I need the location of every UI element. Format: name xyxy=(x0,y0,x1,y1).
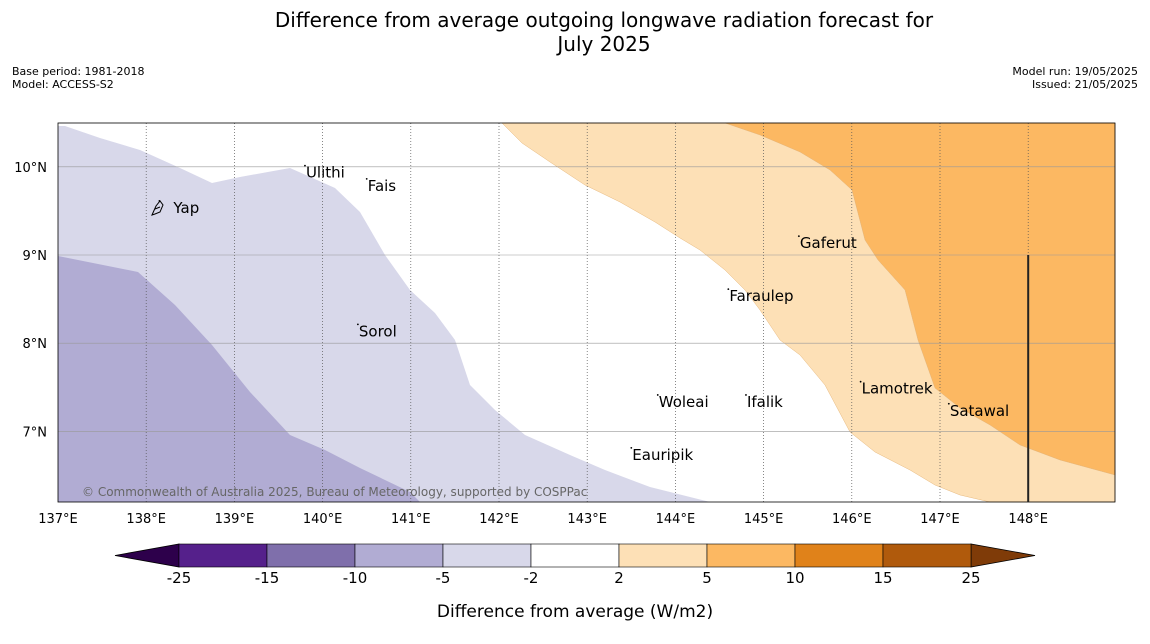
colorbar-tick-label: -10 xyxy=(343,569,368,587)
meta-right: Model run: 19/05/2025 Issued: 21/05/2025 xyxy=(1012,65,1138,91)
issued-date: Issued: 21/05/2025 xyxy=(1031,78,1138,91)
lat-tick-label: 7°N xyxy=(23,425,48,440)
fill-plus-2-to-5 xyxy=(501,122,1116,503)
colorbar-tick-label: 5 xyxy=(702,569,712,587)
island-dot xyxy=(630,446,633,449)
island-label-ifalik: Ifalik xyxy=(747,393,783,411)
island-label-fais: Fais xyxy=(368,177,397,195)
colorbar-segment xyxy=(618,543,708,568)
island-dot xyxy=(304,164,306,167)
island-label-woleai: Woleai xyxy=(659,393,709,411)
model-name: Model: ACCESS-S2 xyxy=(12,78,114,91)
lon-tick-label: 147°E xyxy=(920,512,960,527)
lon-tick-label: 144°E xyxy=(656,512,696,527)
colorbar-over-extension xyxy=(970,543,1036,568)
lon-tick-label: 143°E xyxy=(567,512,607,527)
colorbar-tick-label: -15 xyxy=(255,569,280,587)
colorbar-segment xyxy=(706,543,796,568)
colorbar-segment xyxy=(354,543,444,568)
colorbar-under-extension xyxy=(114,543,180,568)
island-labels: Ulithi Fais Yap Sorol Gaferut Faraulep Woleai I… xyxy=(158,164,1009,464)
lon-tick-label: 141°E xyxy=(391,512,431,527)
lon-tick-label: 140°E xyxy=(303,512,343,527)
lon-tick-label: 148°E xyxy=(1008,512,1048,527)
map-title: Difference from average outgoing longwav… xyxy=(0,8,1150,56)
colorbar-segment xyxy=(530,543,620,568)
island-label-faraulep: Faraulep xyxy=(729,287,793,305)
colorbar-segment xyxy=(178,543,268,568)
island-label-eauripik: Eauripik xyxy=(632,446,693,464)
island-dot xyxy=(797,235,800,238)
colorbar-tick-label: -5 xyxy=(436,569,451,587)
island-dot xyxy=(745,394,747,396)
island-label-sorol: Sorol xyxy=(359,322,397,340)
axis-labels: 137°E 138°E 139°E 140°E 141°E 142°E 143°E 144°E… xyxy=(14,161,1048,527)
island-label-lamotrek: Lamotrek xyxy=(862,380,933,398)
island-dot xyxy=(859,380,862,383)
lon-tick-label: 137°E xyxy=(38,512,78,527)
lon-tick-label: 138°E xyxy=(126,512,166,527)
contour-fills xyxy=(58,122,1116,503)
lon-tick-label: 142°E xyxy=(479,512,519,527)
island-dot xyxy=(727,288,730,290)
island-dot xyxy=(656,394,659,396)
island-label-gaferut: Gaferut xyxy=(800,234,857,252)
colorbar-tick-label: -2 xyxy=(524,569,539,587)
colorbar-label: Difference from average (W/m2) xyxy=(436,602,714,622)
colorbar-segment xyxy=(882,543,972,568)
base-period: Base period: 1981-2018 xyxy=(12,65,145,78)
meta-left: Base period: 1981-2018 Model: ACCESS-S2 xyxy=(12,65,144,91)
lat-tick-label: 9°N xyxy=(23,249,48,264)
island-dot xyxy=(356,323,359,326)
colorbar-segment xyxy=(442,543,532,568)
island-label-satawal: Satawal xyxy=(950,402,1009,420)
model-run: Model run: 19/05/2025 xyxy=(1012,65,1138,78)
island-label-yap: Yap xyxy=(172,199,199,217)
colorbar-tick-label: 10 xyxy=(785,569,804,587)
map-frame xyxy=(57,122,1116,503)
island-dot xyxy=(947,402,950,405)
island-label-ulithi: Ulithi xyxy=(306,164,345,182)
island-dot xyxy=(365,177,368,180)
lon-tick-label: 145°E xyxy=(744,512,784,527)
title-line-1: Difference from average outgoing longwav… xyxy=(274,8,934,32)
fill-minus-5-to-minus-10 xyxy=(58,256,420,502)
colorbar-tick-label: -25 xyxy=(167,569,192,587)
colorbar: -25 -15 -10 -5 -2 2 5 10 15 25 xyxy=(114,543,1036,587)
yap-island-shape xyxy=(151,200,164,216)
colorbar-tick-label: 15 xyxy=(873,569,892,587)
lon-tick-label: 146°E xyxy=(832,512,872,527)
colorbar-segment xyxy=(266,543,356,568)
lon-tick-label: 139°E xyxy=(215,512,255,527)
colorbar-segment xyxy=(794,543,884,568)
lat-tick-label: 8°N xyxy=(23,337,48,352)
colorbar-tick-label: 2 xyxy=(614,569,624,587)
colorbar-tick-label: 25 xyxy=(961,569,980,587)
copyright-text: © Commonwealth of Australia 2025, Bureau… xyxy=(82,485,587,499)
title-line-2: July 2025 xyxy=(557,32,651,56)
lat-tick-label: 10°N xyxy=(14,161,47,176)
